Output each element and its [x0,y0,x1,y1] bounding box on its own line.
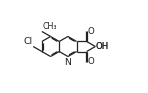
Text: N: N [65,58,71,67]
Text: O: O [87,27,94,36]
Text: OH: OH [96,42,109,51]
Text: O: O [87,57,94,66]
Text: CH₃: CH₃ [42,22,57,31]
Text: OH: OH [96,42,109,51]
Text: Cl: Cl [23,37,32,46]
